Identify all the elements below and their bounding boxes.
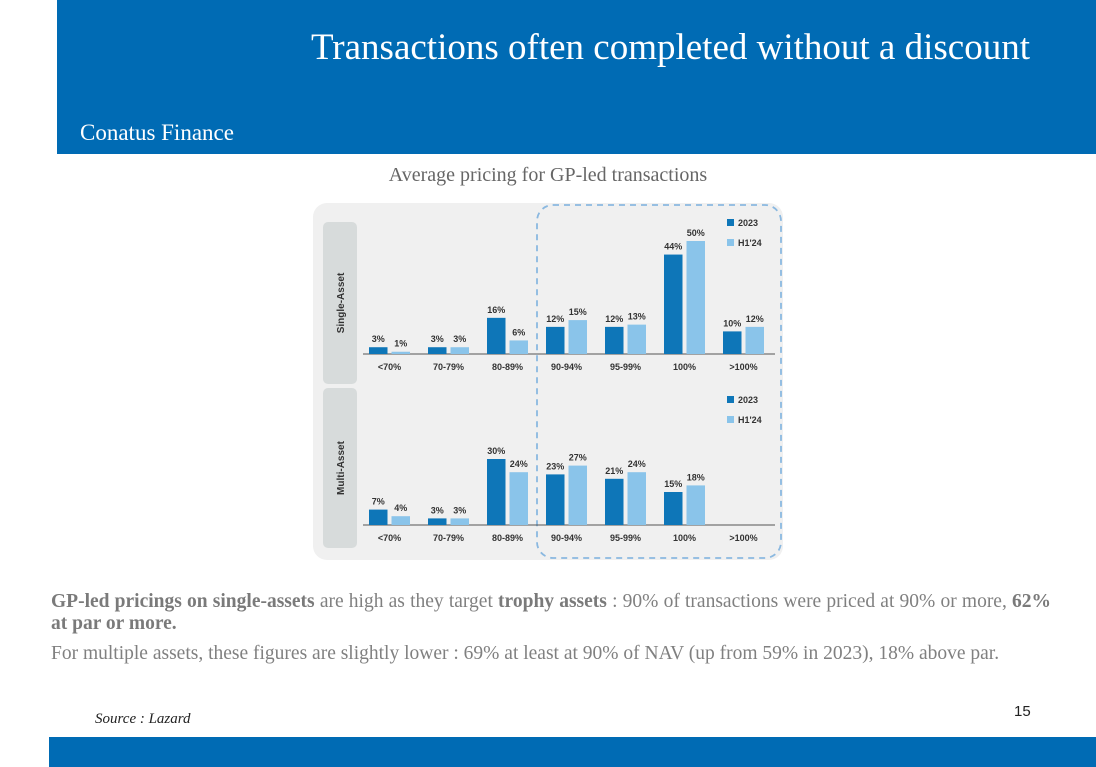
panel-label: Multi-Asset (336, 440, 347, 495)
bar (664, 492, 683, 525)
data-label: 15% (664, 479, 682, 489)
data-label: 24% (628, 459, 646, 469)
panel-label-box (323, 222, 357, 384)
data-label: 12% (746, 314, 764, 324)
source-note: Source : Lazard (95, 711, 191, 727)
paragraph-single-asset: GP-led pricings on single-assets are hig… (51, 591, 1051, 635)
bar (627, 324, 646, 354)
chart-container: Single-Asset 3% 1% <70% 3% 3% 70-79% 16% 6% 80-89… (313, 203, 783, 560)
bar (568, 320, 587, 354)
data-label: 7% (372, 497, 385, 507)
data-label: 30% (487, 446, 505, 456)
data-label: 21% (605, 466, 623, 476)
data-label: 13% (628, 312, 646, 322)
data-label: 4% (394, 503, 407, 513)
tick-label: 90-94% (551, 362, 582, 372)
legend-swatch (727, 219, 734, 226)
pricing-chart: Single-Asset 3% 1% <70% 3% 3% 70-79% 16% 6% 80-89… (313, 203, 783, 560)
data-label: 12% (605, 314, 623, 324)
bar (546, 326, 565, 354)
legend-label: H1'24 (738, 238, 762, 248)
data-label: 3% (431, 334, 444, 344)
bar (745, 326, 764, 354)
data-label: 15% (569, 307, 587, 317)
bar (428, 518, 447, 525)
tick-label: 70-79% (433, 362, 464, 372)
chart-title: Average pricing for GP-led transactions (388, 164, 708, 186)
legend-label: H1'24 (738, 415, 762, 425)
data-label: 24% (510, 459, 528, 469)
bold-par: 62% at par or more. (51, 591, 1052, 634)
data-label: 18% (687, 472, 705, 482)
tick-label: 80-89% (492, 362, 523, 372)
bar (723, 331, 742, 354)
bar (568, 465, 587, 525)
page-title: Transactions often completed without a d… (311, 27, 1030, 68)
tick-label: 95-99% (610, 533, 641, 543)
legend-label: 2023 (738, 218, 758, 228)
data-label: 12% (546, 314, 564, 324)
bold-trophy-assets: trophy assets (498, 591, 607, 612)
bar (391, 351, 410, 354)
bar (509, 340, 528, 354)
data-label: 16% (487, 305, 505, 315)
data-label: 3% (372, 334, 385, 344)
p1-text-2: : 90% of transactions were priced at 90%… (606, 591, 1013, 612)
panel-label: Single-Asset (336, 272, 347, 333)
bar (487, 459, 506, 525)
data-label: 10% (723, 318, 741, 328)
bar (391, 516, 410, 525)
bar (546, 474, 565, 525)
tick-label: >100% (729, 533, 757, 543)
data-label: 44% (664, 242, 682, 252)
tick-label: <70% (378, 533, 401, 543)
legend-swatch (727, 396, 734, 403)
data-label: 23% (546, 461, 564, 471)
legend-swatch (727, 416, 734, 423)
tick-label: 100% (673, 362, 696, 372)
bold-single-assets: GP-led pricings on single-assets (51, 591, 315, 612)
data-label: 3% (453, 334, 466, 344)
data-label: 6% (512, 327, 525, 337)
organization-name: Conatus Finance (80, 120, 234, 145)
bar (686, 485, 705, 525)
data-label: 3% (453, 505, 466, 515)
footer-bar (49, 737, 1096, 767)
paragraph-multi-asset: For multiple assets, these figures are s… (51, 643, 1000, 664)
legend-label: 2023 (738, 395, 758, 405)
bar (627, 472, 646, 525)
data-label: 1% (394, 339, 407, 349)
tick-label: 95-99% (610, 362, 641, 372)
data-label: 50% (687, 228, 705, 238)
tick-label: 90-94% (551, 533, 582, 543)
bar (664, 254, 683, 354)
bar (487, 317, 506, 354)
bar (450, 518, 469, 525)
bar (450, 347, 469, 354)
bar (605, 478, 624, 525)
header-banner: Transactions often completed without a d… (57, 0, 1096, 154)
bar (369, 347, 388, 354)
page-number: 15 (1014, 703, 1031, 720)
commentary: GP-led pricings on single-assets are hig… (51, 591, 1051, 673)
tick-label: >100% (729, 362, 757, 372)
bar (605, 326, 624, 354)
bar (686, 241, 705, 354)
bar (369, 509, 388, 525)
tick-label: 100% (673, 533, 696, 543)
data-label: 27% (569, 453, 587, 463)
highlight-box (536, 204, 782, 559)
bar (509, 472, 528, 525)
panel-label-box (323, 388, 357, 548)
tick-label: 70-79% (433, 533, 464, 543)
tick-label: 80-89% (492, 533, 523, 543)
legend-swatch (727, 239, 734, 246)
bar (428, 347, 447, 354)
p1-text-1: are high as they target (314, 591, 499, 612)
data-label: 3% (431, 505, 444, 515)
tick-label: <70% (378, 362, 401, 372)
